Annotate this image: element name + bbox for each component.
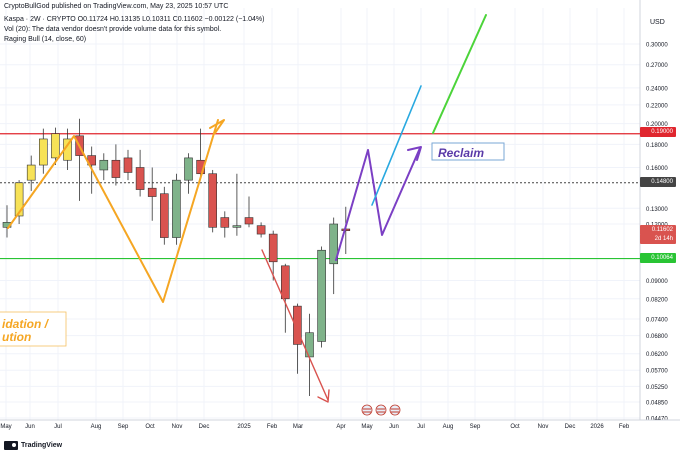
price-tick-label: 0.05700 — [646, 369, 668, 375]
time-tick-label: Dec — [565, 424, 576, 430]
time-tick-label: Feb — [619, 424, 630, 430]
left-annotation-line-2: ution — [2, 330, 31, 344]
drawings[interactable]: Reclaim idation /ution — [0, 14, 505, 416]
price-tick-label: 0.05250 — [646, 385, 668, 391]
us-event-flag-icon[interactable] — [375, 404, 387, 416]
green-projection-line[interactable] — [432, 14, 487, 134]
price-tick-label: 0.30000 — [646, 43, 668, 49]
candle-body — [111, 159, 121, 178]
time-tick-label: Feb — [267, 424, 278, 430]
us-event-flag-icon[interactable] — [361, 404, 373, 416]
purple-projection-line[interactable] — [335, 147, 421, 261]
time-tick-label: Jun — [25, 424, 35, 430]
time-tick-label: May — [0, 424, 11, 430]
time-tick-label: 2025 — [237, 424, 251, 430]
candle-body — [208, 173, 217, 228]
candle-body — [244, 217, 254, 225]
candle-body — [232, 225, 242, 228]
time-tick-label: Nov — [172, 424, 183, 430]
candle-body — [26, 164, 36, 181]
indicator-line[interactable]: Raging Bull (14, close, 60) — [4, 36, 87, 43]
candle-body — [317, 249, 326, 342]
candle-body — [51, 133, 60, 159]
time-tick-label: Jul — [54, 424, 62, 430]
price-tick-label: 0.20000 — [646, 122, 668, 128]
resistance-price-label: 0.19000 — [640, 127, 676, 137]
time-tick-label: Aug — [91, 424, 102, 430]
chart-grid — [0, 8, 640, 420]
axis-unit-label: USD — [650, 19, 665, 26]
volume-line: Vol (20): The data vendor doesn't provid… — [4, 26, 222, 33]
price-axis: USD 0.30000 0.27000 0.24000 0.22000 0.20000 0.… — [639, 0, 668, 423]
price-tick-label: 0.22000 — [646, 103, 668, 109]
candle-body — [123, 157, 133, 173]
candle-body — [38, 138, 48, 166]
price-tick-label: 0.09000 — [646, 279, 668, 285]
current-price-label: 0.11602 — [640, 225, 676, 235]
purple-arrowhead[interactable] — [407, 146, 422, 161]
orange-arrowhead[interactable] — [209, 119, 225, 134]
time-tick-label: Apr — [336, 424, 345, 430]
candle-body — [172, 179, 181, 238]
candle-body — [256, 225, 266, 235]
candle-body — [160, 193, 169, 238]
candle-body — [184, 157, 193, 181]
price-tick-label: 0.27000 — [646, 63, 668, 69]
time-axis: May Jun Jul Aug Sep Oct Nov Dec 2025 Feb Mar Apr May… — [0, 419, 680, 430]
orange-zigzag-line[interactable] — [7, 119, 219, 303]
time-tick-label: Oct — [510, 424, 520, 430]
symbol-line[interactable]: Kaspa · 2W · CRYPTO O0.11724 H0.13135 L0… — [4, 16, 265, 23]
time-tick-label: Mar — [293, 424, 303, 430]
blue-projection-line[interactable] — [371, 85, 422, 206]
candle-body — [268, 233, 278, 263]
time-tick-label: Sep — [470, 424, 481, 430]
time-tick-label: May — [361, 424, 372, 430]
us-event-flag-icon[interactable] — [389, 404, 401, 416]
time-tick-label: Aug — [443, 424, 454, 430]
price-tick-label: 0.24000 — [646, 86, 668, 92]
tradingview-brand[interactable]: TradingView — [4, 441, 62, 450]
brand-label: TradingView — [21, 442, 63, 449]
time-tick-label: Oct — [145, 424, 155, 430]
price-tick-label: 0.18000 — [646, 143, 668, 149]
support-price-label: 0.10064 — [640, 253, 676, 263]
candle-body — [329, 223, 339, 265]
countdown-label: 2d 14h — [640, 234, 676, 244]
candle-body — [280, 265, 290, 300]
price-tick-label: 0.13000 — [646, 207, 668, 213]
candle-body — [135, 167, 145, 190]
red-arrowhead[interactable] — [317, 389, 330, 403]
candlesticks — [2, 118, 351, 396]
candle-body — [293, 305, 302, 345]
mid-price-label: 0.14800 — [640, 177, 676, 187]
left-annotation-box — [0, 311, 67, 347]
candle-body — [220, 217, 230, 228]
time-tick-label: Dec — [199, 424, 210, 430]
candle-body — [147, 187, 157, 197]
time-tick-label: Jul — [417, 424, 425, 430]
price-tick-label: 0.16000 — [646, 166, 668, 172]
candle-body — [14, 182, 24, 217]
price-tick-label: 0.08200 — [646, 297, 668, 303]
reclaim-label-box[interactable] — [431, 142, 505, 161]
price-tick-label: 0.07400 — [646, 317, 668, 323]
price-tick-label: 0.06800 — [646, 334, 668, 340]
left-annotation-line-1: idation / — [2, 317, 50, 331]
red-downtrend-arrow[interactable] — [261, 249, 329, 401]
time-tick-label: 2026 — [590, 424, 604, 430]
reclaim-label: Reclaim — [438, 146, 484, 160]
price-tick-label: 0.04850 — [646, 400, 668, 406]
candle-body — [99, 159, 109, 171]
time-tick-label: Nov — [538, 424, 549, 430]
time-tick-label: Jun — [389, 424, 399, 430]
time-tick-label: Sep — [118, 424, 129, 430]
price-tick-label: 0.06200 — [646, 352, 668, 358]
publisher-line: CryptoBullGod published on TradingView.c… — [4, 3, 229, 10]
tradingview-logo-icon — [4, 441, 18, 450]
